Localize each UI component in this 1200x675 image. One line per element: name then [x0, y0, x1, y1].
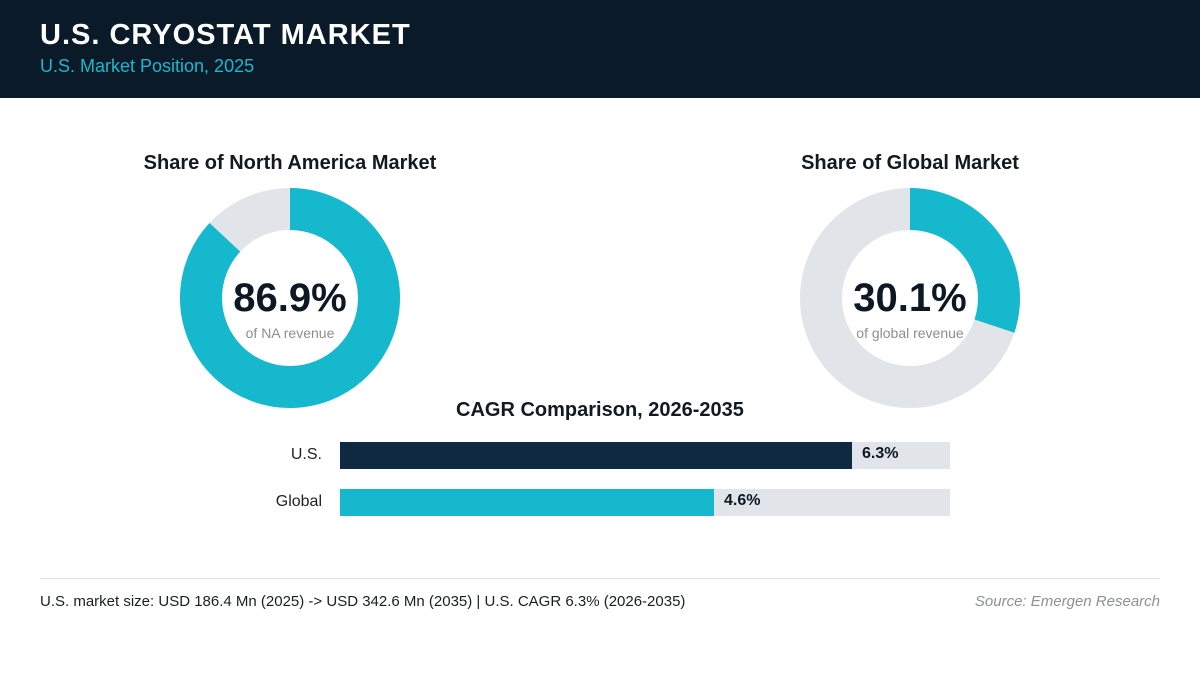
global-share-center: 30.1% of global revenue	[800, 188, 1020, 408]
bar-global	[340, 489, 714, 516]
page-subtitle: U.S. Market Position, 2025	[40, 56, 255, 76]
bar-track-us: 6.3%	[340, 442, 950, 469]
footer-divider	[40, 578, 1160, 579]
global-share-title: Share of Global Market	[801, 152, 1019, 174]
page-title: U.S. CRYOSTAT MARKET	[40, 19, 411, 51]
bar-track-global: 4.6%	[340, 489, 950, 516]
na-share-value: 86.9%	[233, 276, 347, 320]
na-share-donut	[180, 188, 400, 408]
bar-us	[340, 442, 852, 469]
source-credit: Source: Emergen Research	[974, 593, 1160, 610]
global-share-chart: Share of Global Market 30.1% of global r…	[730, 150, 1090, 408]
na-share-title: Share of North America Market	[143, 152, 437, 174]
na-share-chart: Share of North America Market 86.9% of N…	[110, 150, 470, 408]
na-share-caption: of NA revenue	[245, 325, 335, 341]
bar-value-us: 6.3%	[862, 445, 899, 462]
global-share-donut	[800, 188, 1020, 408]
bar-value-global: 4.6%	[724, 492, 761, 509]
cagr-chart-title: CAGR Comparison, 2026-2035	[456, 399, 744, 421]
global-share-caption: of global revenue	[856, 325, 964, 341]
na-share-arc	[180, 188, 400, 408]
global-share-arc	[800, 188, 1020, 408]
bar-label-us: U.S.	[290, 446, 322, 463]
bar-label-global: Global	[275, 493, 322, 510]
global-share-value: 30.1%	[853, 276, 967, 320]
footer-note: U.S. market size: USD 186.4 Mn (2025) ->…	[40, 593, 686, 610]
na-share-center: 86.9% of NA revenue	[180, 188, 400, 408]
header-bar: U.S. CRYOSTAT MARKET U.S. Market Positio…	[0, 0, 1200, 98]
